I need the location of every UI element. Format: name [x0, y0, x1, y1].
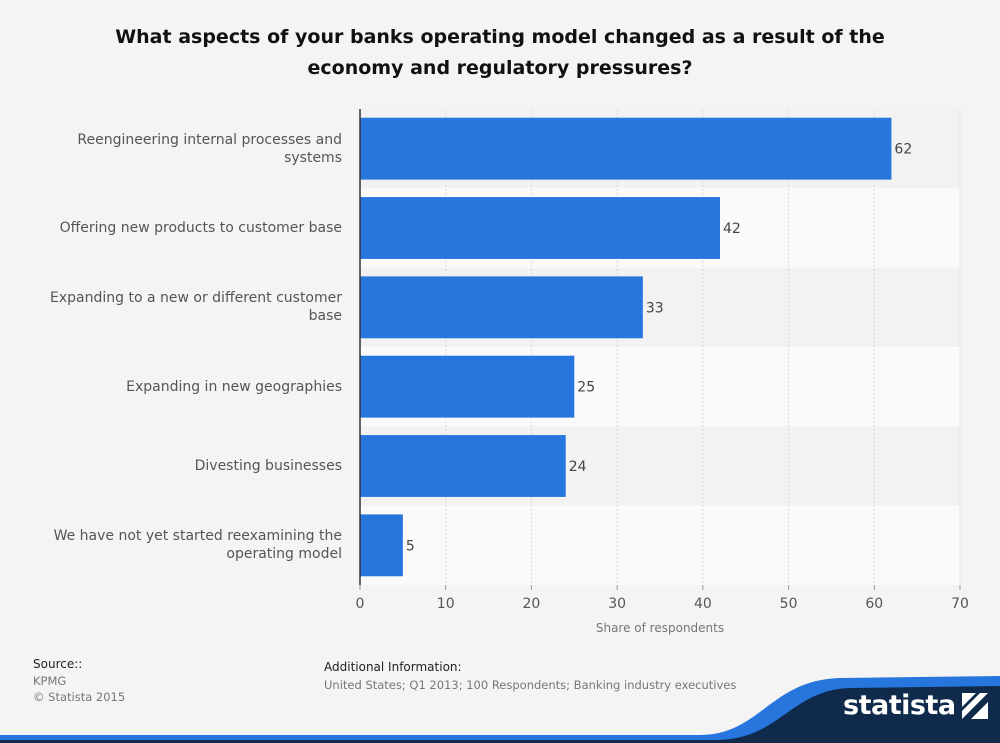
- bar: [360, 355, 575, 418]
- brand-band-dark: [0, 686, 1000, 743]
- category-label: Offering new products to customer base: [59, 220, 342, 236]
- data-label: 42: [723, 221, 741, 237]
- category-label: We have not yet started reexamining the …: [53, 528, 342, 563]
- additional-info-value: United States; Q1 2013; 100 Respondents;…: [324, 678, 737, 692]
- chart-title: What aspects of your banks operating mod…: [115, 26, 885, 79]
- additional-info-title: Additional Information:: [324, 660, 462, 674]
- x-tick-label: 70: [951, 596, 969, 612]
- x-tick-label: 50: [780, 596, 798, 612]
- x-tick-label: 30: [608, 596, 626, 612]
- category-label: Divesting businesses: [194, 458, 342, 474]
- statista-logo: statista: [843, 690, 988, 721]
- bar: [360, 117, 892, 180]
- copyright: © Statista 2015: [33, 690, 126, 704]
- data-label: 25: [577, 380, 595, 396]
- x-tick-label: 40: [694, 596, 712, 612]
- source-title: Source::: [33, 657, 83, 671]
- statista-logo-icon: [961, 692, 988, 719]
- category-label: Reengineering internal processes and sys…: [77, 131, 342, 166]
- x-tick-label: 60: [865, 596, 883, 612]
- data-label: 24: [569, 459, 587, 475]
- brand-band-accent: [0, 676, 1000, 743]
- bar: [360, 435, 566, 497]
- category-label: Expanding in new geographies: [126, 378, 342, 395]
- data-label: 33: [646, 300, 664, 316]
- bar: [360, 276, 643, 339]
- data-label: 62: [894, 142, 912, 158]
- bar: [360, 197, 720, 259]
- x-tick-label: 20: [523, 596, 541, 612]
- category-label: Expanding to a new or different customer…: [50, 290, 342, 325]
- data-label: 5: [406, 538, 415, 554]
- brand-name: statista: [843, 690, 956, 721]
- x-tick-label: 0: [356, 596, 365, 612]
- x-axis-title: Share of respondents: [596, 621, 724, 635]
- plot-band: [360, 505, 960, 585]
- source-value: KPMG: [33, 674, 67, 688]
- x-tick-label: 10: [437, 596, 455, 612]
- bar: [360, 514, 403, 577]
